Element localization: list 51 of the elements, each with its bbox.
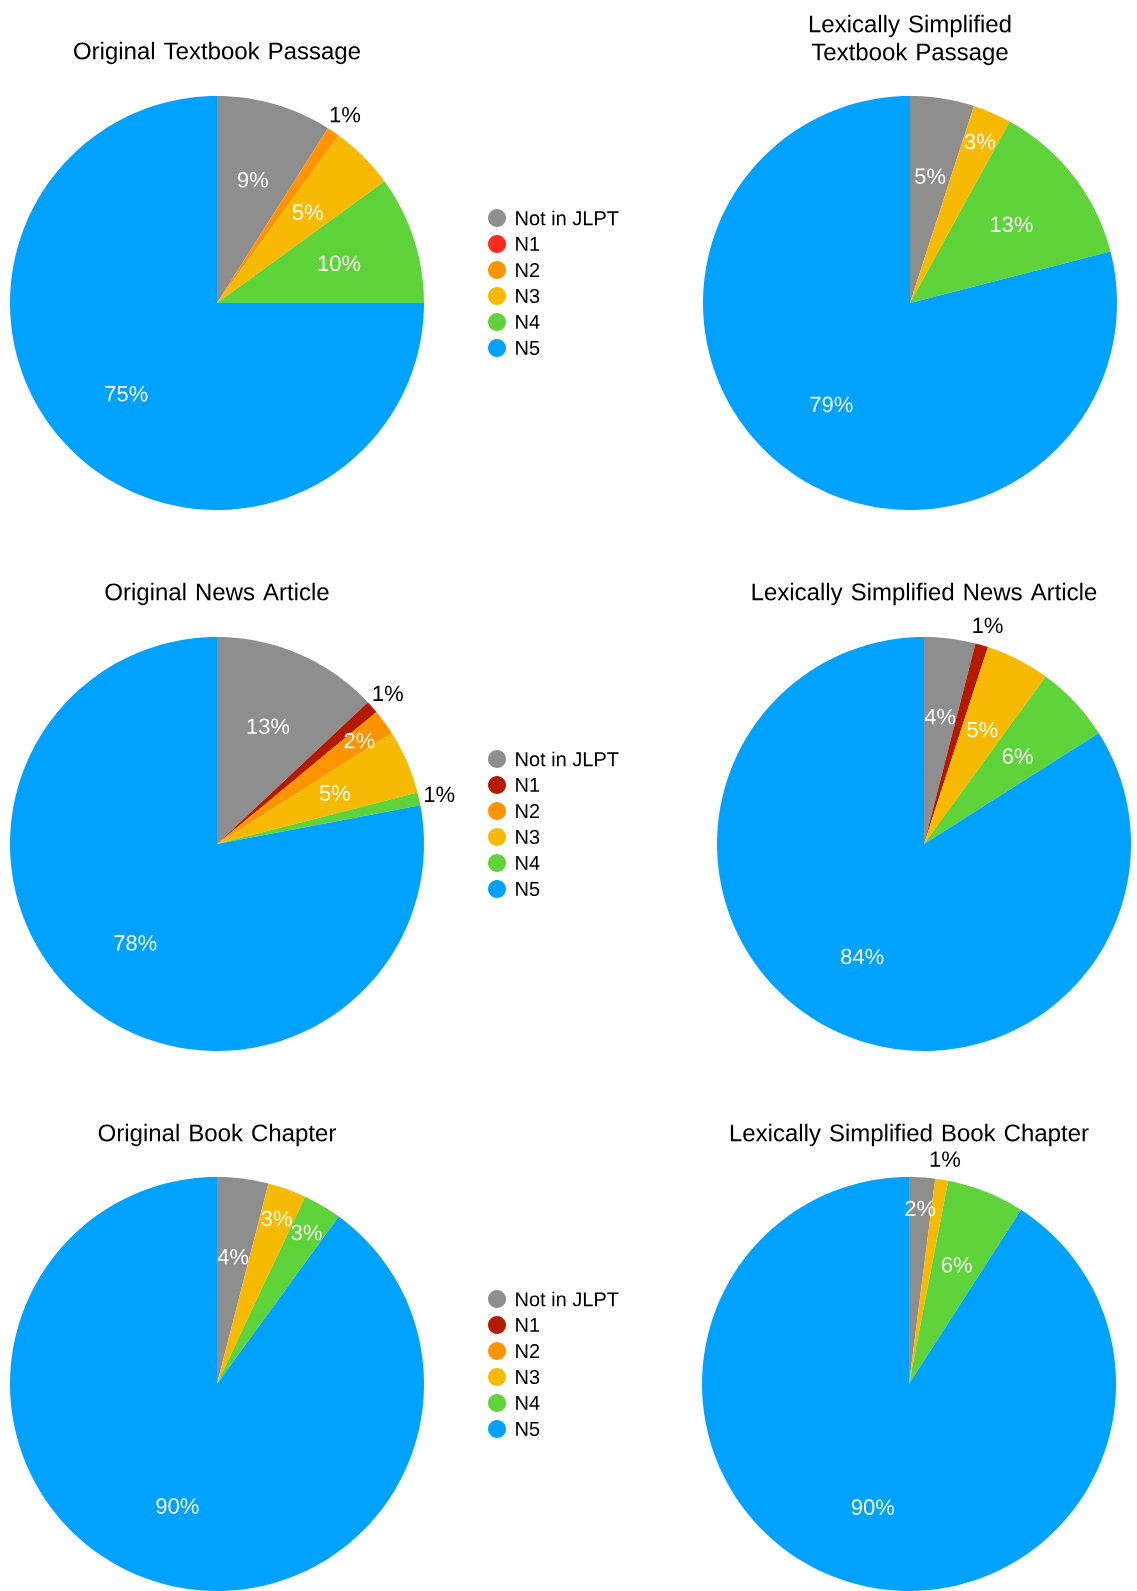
legend-label: N2 (516, 804, 539, 818)
data-label: 1% (973, 617, 1003, 634)
data-label: 10% (318, 255, 361, 272)
data-label: 5% (292, 204, 323, 220)
legend-label: N4 (516, 1396, 540, 1410)
legend-label: N3 (516, 288, 540, 304)
legend-label: N2 (516, 263, 539, 277)
chart-title: Original News Article (105, 582, 329, 606)
data-label: 13% (247, 718, 290, 734)
data-label: 1% (373, 685, 403, 702)
chart-title: Lexically Simplified Textbook Passage (809, 14, 1011, 66)
data-label: 6% (941, 1257, 972, 1273)
legend-label: N3 (516, 1369, 540, 1385)
legend-label: N1 (516, 778, 539, 792)
data-label: 90% (851, 1499, 894, 1515)
legend-label: N4 (516, 856, 540, 870)
legend-label: N4 (516, 315, 540, 329)
data-label: 1% (930, 1151, 960, 1167)
legend-label: N5 (516, 882, 540, 896)
chart-title: Original Book Chapter (98, 1123, 336, 1147)
data-label: 5% (914, 168, 946, 184)
chart-title: Original Textbook Passage (73, 41, 360, 65)
data-label: 9% (237, 171, 268, 188)
chart-title: Lexically Simplified Book Chapter (730, 1123, 1089, 1147)
legend-label: N2 (516, 1344, 539, 1358)
legend-label: N3 (516, 829, 540, 845)
legend-label: N1 (516, 1318, 539, 1332)
data-label: 4% (924, 708, 956, 725)
legend-label: N5 (516, 341, 540, 355)
data-label: 75% (105, 385, 148, 402)
data-label: 4% (217, 1248, 249, 1265)
data-label: 79% (810, 396, 853, 413)
data-label: 78% (114, 935, 157, 951)
data-label: 5% (319, 785, 350, 801)
chart-title: Lexically Simplified News Article (752, 582, 1097, 606)
data-label: 6% (1002, 748, 1033, 764)
legend-label: N5 (516, 1422, 540, 1436)
data-label: 3% (964, 133, 995, 150)
data-label: 3% (261, 1210, 292, 1227)
data-label: 13% (990, 216, 1033, 233)
legend-label: Not in JLPT (516, 751, 619, 767)
data-label: 1% (424, 786, 455, 802)
data-label: 84% (840, 948, 884, 965)
data-label: 1% (330, 106, 360, 123)
legend-label: Not in JLPT (516, 1291, 619, 1307)
data-label: 2% (344, 732, 375, 749)
data-label: 3% (291, 1224, 322, 1241)
data-label: 90% (156, 1498, 199, 1514)
legend-label: N1 (516, 237, 539, 251)
legend-label: Not in JLPT (516, 210, 619, 226)
data-label: 5% (967, 721, 998, 738)
